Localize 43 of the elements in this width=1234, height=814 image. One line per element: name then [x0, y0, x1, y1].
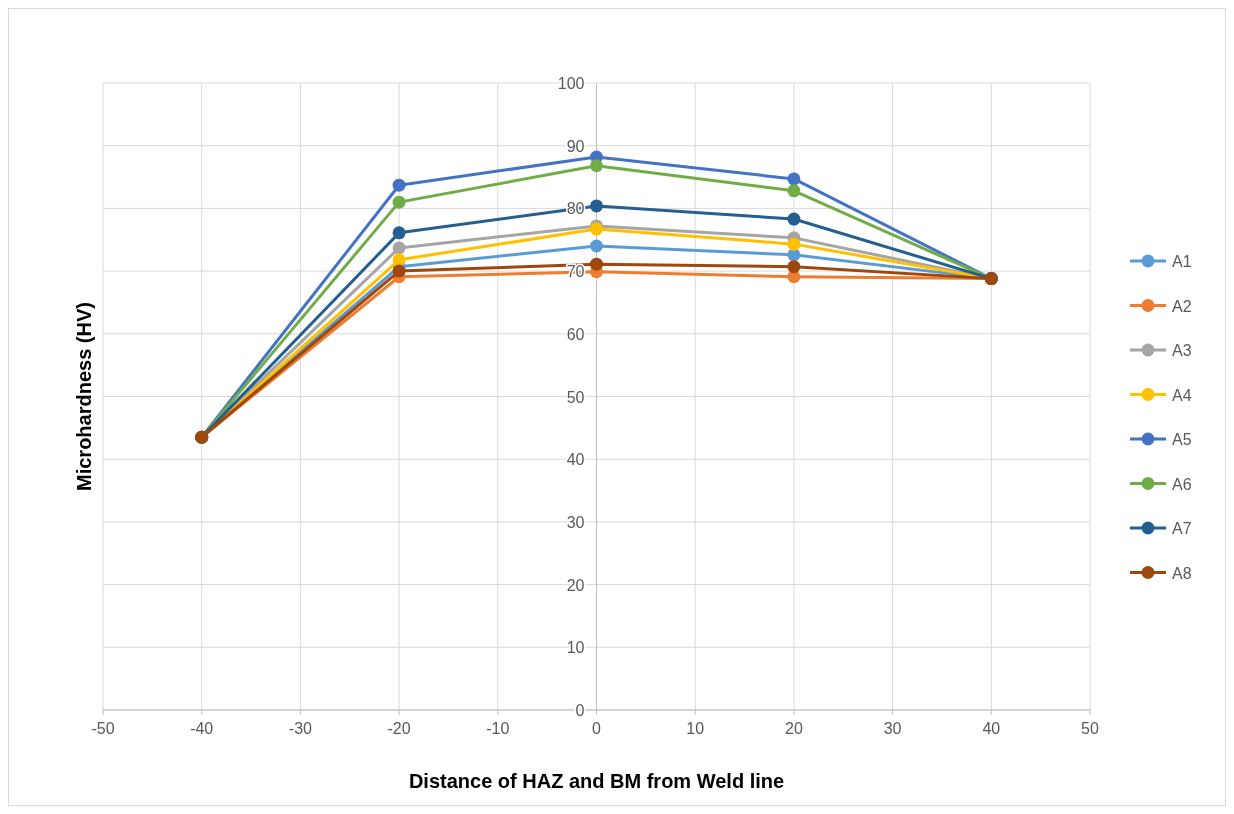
- point: [392, 241, 406, 255]
- point: [392, 195, 406, 209]
- y-tick-label: 0: [575, 702, 585, 719]
- point: [590, 159, 603, 173]
- legend-label: A7: [1172, 520, 1192, 537]
- y-tick-label: 40: [566, 451, 585, 469]
- legend-label: A4: [1172, 386, 1192, 404]
- legend-label: A6: [1172, 475, 1192, 493]
- x-tick-label: -10: [486, 720, 510, 737]
- y-tick-label: 20: [566, 576, 585, 594]
- point: [787, 237, 801, 251]
- legend-label: A2: [1172, 297, 1192, 315]
- point: [590, 239, 603, 253]
- x-tick-label: -50: [91, 720, 115, 737]
- x-tick-label: -30: [288, 720, 313, 737]
- x-tick-label: 40: [982, 720, 1001, 737]
- legend-label: A5: [1172, 431, 1192, 448]
- point: [787, 260, 801, 274]
- legend-label: A8: [1172, 564, 1192, 582]
- y-tick-label: 30: [566, 513, 585, 531]
- x-axis-title: Distance of HAZ and BM from Weld line: [408, 770, 785, 792]
- point: [392, 226, 406, 240]
- x-tick-label: 10: [686, 720, 705, 737]
- y-tick-label: 50: [566, 388, 585, 406]
- point: [787, 212, 801, 226]
- y-tick-label: 60: [566, 325, 585, 343]
- point: [590, 199, 603, 213]
- x-tick-label: 30: [883, 720, 902, 737]
- x-tick-label: -40: [190, 720, 214, 737]
- point: [787, 184, 801, 198]
- point: [787, 172, 801, 186]
- y-tick-label: 90: [566, 137, 585, 155]
- x-tick-label: 50: [1081, 720, 1099, 737]
- y-axis-title: Microhardness (HV): [73, 302, 95, 491]
- x-tick-label: 20: [785, 720, 803, 737]
- point: [392, 178, 406, 192]
- point: [590, 257, 603, 271]
- legend-label: A3: [1172, 342, 1192, 359]
- legend-label: A1: [1172, 253, 1192, 270]
- y-tick-label: 100: [557, 75, 585, 92]
- y-tick-label: 10: [566, 639, 585, 657]
- x-tick-label: -20: [387, 720, 411, 737]
- x-tick-label: 0: [592, 720, 602, 737]
